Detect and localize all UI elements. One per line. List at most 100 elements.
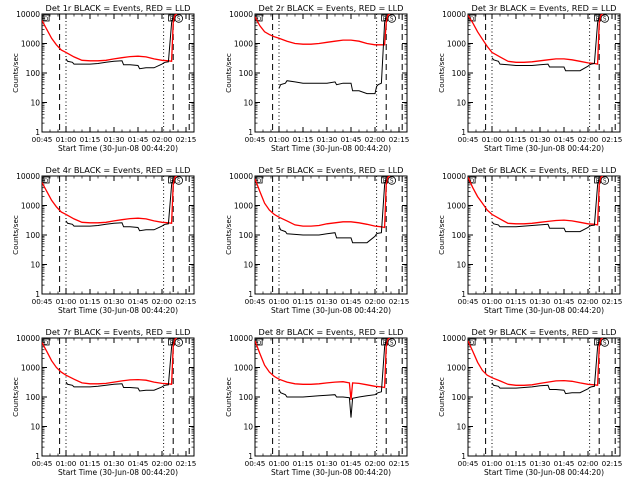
y-axis-label: Counts/sec	[11, 215, 20, 255]
x-tick-label: 02:15	[602, 459, 623, 468]
y-tick-label: 1	[35, 452, 40, 461]
x-tick-label: 01:45	[341, 459, 362, 468]
series-events-line	[278, 339, 387, 418]
y-tick-label: 1	[248, 452, 253, 461]
marker-label-s: S	[177, 341, 181, 347]
x-tick-label: 01:15	[506, 297, 527, 306]
series-lld-line	[255, 338, 391, 400]
y-tick-label: 1000	[234, 202, 253, 211]
x-axis-label: Start Time (30-Jun-08 00:44:20)	[271, 144, 391, 153]
y-tick-label: 100	[26, 231, 41, 240]
marker-label-d: D	[257, 340, 261, 346]
series-lld-line	[468, 338, 604, 387]
x-axis-label: Start Time (30-Jun-08 00:44:20)	[484, 144, 604, 153]
y-tick-label: 100	[26, 69, 41, 78]
detector-plot-2: Det 2r BLACK = Events, RED = LLD 1 10 100 10…	[224, 3, 409, 153]
marker-circle-s	[387, 176, 396, 185]
marker-label-s: S	[603, 179, 607, 185]
plot-title: Det 5r BLACK = Events, RED = LLD	[259, 165, 404, 175]
detector-plot-5: Det 5r BLACK = Events, RED = LLD 1 10 100 10…	[224, 165, 409, 315]
y-tick-label: 1000	[21, 364, 40, 373]
x-tick-label: 01:30	[317, 297, 338, 306]
x-tick-label: 01:15	[293, 135, 314, 144]
marker-label-s: S	[177, 179, 181, 185]
x-axis-label: Start Time (30-Jun-08 00:44:20)	[271, 468, 391, 477]
y-tick-label: 10	[30, 261, 40, 270]
x-tick-label: 01:15	[293, 459, 314, 468]
y-tick-label: 100	[452, 231, 467, 240]
x-tick-label: 01:00	[482, 459, 503, 468]
x-tick-label: 00:45	[458, 459, 479, 468]
marker-circle-s	[600, 14, 609, 23]
marker-label-s: S	[390, 17, 394, 23]
y-tick-label: 10000	[229, 334, 253, 343]
y-tick-label: 1	[35, 128, 40, 137]
x-tick-label: 02:00	[578, 135, 599, 144]
series-lld-line	[42, 338, 178, 386]
series-lld-line	[468, 176, 604, 226]
series-events-line	[65, 339, 174, 392]
x-tick-label: 01:00	[56, 297, 77, 306]
y-tick-label: 10	[243, 261, 253, 270]
marker-circle-s	[387, 14, 396, 23]
x-tick-label: 00:45	[32, 459, 53, 468]
y-axis-label: Counts/sec	[11, 53, 20, 93]
x-tick-label: 02:00	[152, 459, 173, 468]
x-tick-label: 01:00	[482, 135, 503, 144]
y-axis-label: Counts/sec	[437, 377, 446, 417]
marker-circle-s	[600, 176, 609, 185]
plot-title: Det 3r BLACK = Events, RED = LLD	[472, 3, 617, 13]
y-axis-label: Counts/sec	[11, 377, 20, 417]
x-tick-label: 02:00	[152, 135, 173, 144]
y-axis-label: Counts/sec	[224, 53, 233, 93]
x-axis-label: Start Time (30-Jun-08 00:44:20)	[484, 468, 604, 477]
marker-label-d: D	[44, 340, 48, 346]
x-tick-label: 01:00	[269, 135, 290, 144]
series-lld-line	[42, 14, 178, 63]
x-tick-label: 01:15	[293, 297, 314, 306]
y-tick-label: 1000	[234, 40, 253, 49]
plot-title: Det 4r BLACK = Events, RED = LLD	[46, 165, 191, 175]
y-tick-label: 1	[35, 290, 40, 299]
series-lld-line	[42, 176, 178, 225]
x-tick-label: 00:45	[245, 135, 266, 144]
x-tick-label: 01:30	[530, 135, 551, 144]
y-axis-label: Counts/sec	[437, 215, 446, 255]
detector-plot-3: Det 3r BLACK = Events, RED = LLD 1 10 100 10…	[437, 3, 622, 153]
detector-plot-6: Det 6r BLACK = Events, RED = LLD 1 10 100 10…	[437, 165, 622, 315]
y-tick-label: 100	[452, 69, 467, 78]
marker-label-s: S	[177, 17, 181, 23]
x-tick-label: 02:15	[602, 135, 623, 144]
x-tick-label: 02:15	[176, 297, 197, 306]
x-tick-label: 01:00	[56, 459, 77, 468]
marker-label-d: D	[257, 178, 261, 184]
x-tick-label: 00:45	[458, 135, 479, 144]
x-tick-label: 02:15	[176, 459, 197, 468]
y-tick-label: 10000	[442, 172, 466, 181]
marker-box-d	[42, 338, 50, 346]
y-axis-label: Counts/sec	[224, 377, 233, 417]
y-tick-label: 100	[239, 393, 254, 402]
marker-label-d: D	[470, 178, 474, 184]
series-events-line	[491, 15, 600, 72]
x-tick-label: 01:30	[317, 135, 338, 144]
x-tick-label: 01:45	[341, 297, 362, 306]
series-events-line	[278, 177, 387, 244]
detector-plot-8: Det 8r BLACK = Events, RED = LLD 1 10 100 10…	[224, 327, 409, 477]
plot-title: Det 2r BLACK = Events, RED = LLD	[259, 3, 404, 13]
y-tick-label: 10000	[16, 334, 40, 343]
y-tick-label: 10	[243, 423, 253, 432]
y-tick-label: 10000	[229, 10, 253, 19]
x-axis-label: Start Time (30-Jun-08 00:44:20)	[271, 306, 391, 315]
y-tick-label: 1	[461, 128, 466, 137]
x-tick-label: 02:15	[389, 297, 410, 306]
x-tick-label: 02:15	[389, 459, 410, 468]
marker-box-d	[255, 176, 263, 184]
marker-box-d	[42, 14, 50, 22]
y-tick-label: 100	[26, 393, 41, 402]
y-tick-label: 1000	[447, 364, 466, 373]
series-lld-line	[468, 14, 604, 65]
marker-label-s: S	[603, 17, 607, 23]
series-lld-line	[255, 14, 391, 46]
